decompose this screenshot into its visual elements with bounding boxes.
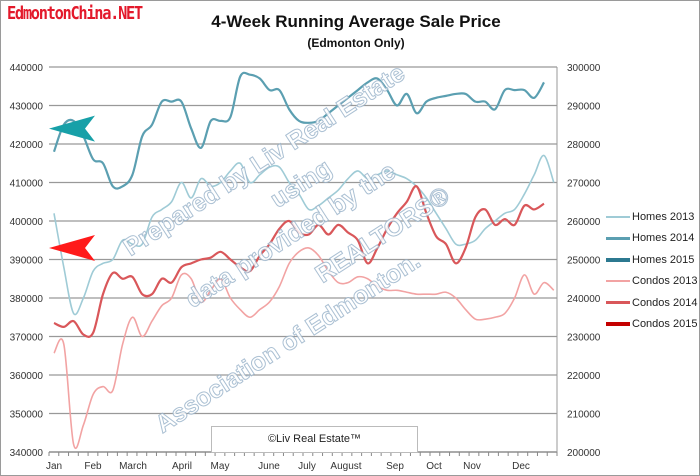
series-line-condos-2013 [53,247,555,449]
legend-item-homes-2013: Homes 2013 [606,206,697,228]
x-tick-label: May [211,461,230,472]
x-tick-label: Dec [512,461,530,472]
y-left-tick-label: 370000 [10,333,44,344]
y-right-tick-label: 220000 [567,371,601,382]
x-tick-label: June [258,461,280,472]
legend-item-homes-2015: Homes 2015 [606,249,697,271]
legend-label: Homes 2013 [632,210,695,223]
y-left-tick-label: 410000 [10,179,44,190]
series-line-homes-2013 [53,154,555,316]
condos-arrow-icon [49,234,95,261]
y-left-tick-label: 390000 [10,256,44,267]
y-left-tick-label: 420000 [10,140,44,151]
legend-swatch [606,236,630,240]
y-right-tick-label: 300000 [567,63,601,74]
legend-label: Condos 2014 [632,296,698,309]
y-left-tick-label: 350000 [10,410,44,421]
y-right-tick-label: 230000 [567,333,601,344]
legend-label: Condos 2015 [632,318,698,331]
y-left-tick-label: 440000 [10,63,44,74]
y-right-tick-label: 210000 [567,410,601,421]
y-right-tick-label: 270000 [567,179,601,190]
legend-swatch [606,301,630,305]
y-axis-right: 200000 210000 220000 230000 240000 250000 2600… [567,63,601,459]
legend-label: Homes 2014 [632,232,695,245]
x-tick-label: August [330,461,361,472]
gridlines [49,66,558,453]
x-tick-label: Feb [84,461,102,472]
y-left-tick-label: 380000 [10,294,44,305]
legend: Homes 2013 Homes 2014 Homes 2015 Condos … [606,206,697,335]
series-lines [52,71,555,449]
legend-swatch [606,322,630,327]
homes-arrow-icon [49,115,95,142]
x-tick-label: April [172,461,192,472]
legend-swatch [606,280,630,283]
y-right-tick-label: 200000 [567,448,601,459]
y-axis-left: 340000 350000 360000 370000 380000 390000 4000… [10,63,44,459]
copyright-box: ©Liv Real Estate™ [211,426,418,453]
legend-label: Condos 2013 [632,275,698,288]
y-left-tick-label: 400000 [10,217,44,228]
series-line-condos-2014 [53,185,545,338]
x-tick-label: Jan [46,461,62,472]
x-tick-label: July [298,461,316,472]
legend-swatch [606,257,630,262]
y-right-tick-label: 260000 [567,217,601,228]
y-left-tick-label: 430000 [10,102,44,113]
legend-item-condos-2014: Condos 2014 [606,292,697,314]
site-logo: EdmontonChina.NET [7,3,143,24]
legend-label: Homes 2015 [632,253,695,266]
series-line-homes-2014 [52,71,545,190]
y-right-tick-label: 250000 [567,256,601,267]
legend-swatch [606,215,630,218]
legend-item-homes-2014: Homes 2014 [606,228,697,250]
x-tick-label: Nov [463,461,481,472]
legend-item-condos-2015: Condos 2015 [606,314,697,336]
y-left-tick-label: 360000 [10,371,44,382]
chart-title: 4-Week Running Average Sale Price [211,12,501,31]
annotation-arrows [49,115,95,261]
y-right-tick-label: 290000 [567,102,601,113]
x-tick-label: March [119,461,147,472]
x-tick-label: Sep [386,461,404,472]
x-axis: Jan Feb March April May June July August Sep Oct N… [46,452,558,472]
y-right-tick-label: 240000 [567,294,601,305]
chart-subtitle: (Edmonton Only) [307,36,405,50]
y-left-tick-label: 340000 [10,448,44,459]
x-tick-label: Oct [426,461,442,472]
legend-item-condos-2013: Condos 2013 [606,271,697,293]
y-right-tick-label: 280000 [567,140,601,151]
